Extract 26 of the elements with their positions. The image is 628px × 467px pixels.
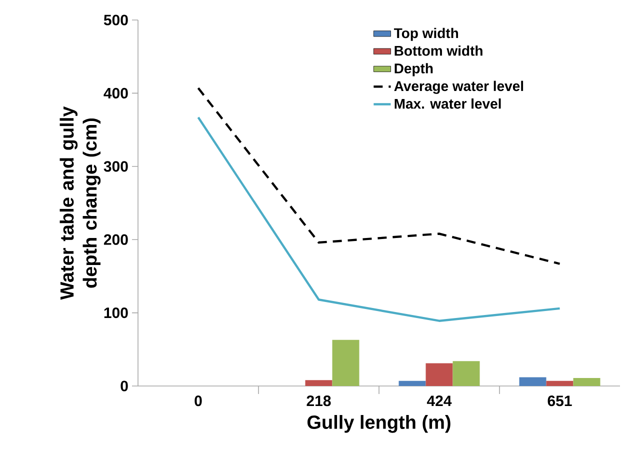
y-tick-label: 400 (104, 88, 128, 99)
bar (519, 377, 546, 386)
bar (546, 380, 574, 386)
bar (398, 380, 426, 386)
legend-label: Bottom width (394, 46, 482, 56)
y-tick-label: 200 (104, 234, 128, 245)
x-tick-label: 424 (426, 396, 452, 406)
x-tick-label: 218 (306, 396, 331, 406)
bar (332, 340, 360, 386)
x-tick-label: 0 (194, 396, 202, 406)
x-tick-label: 651 (548, 396, 572, 406)
y-axis-title: Water table and gully depth change (cm) (60, 106, 101, 300)
x-axis-title: Gully length (m) (307, 415, 450, 433)
bar (452, 361, 480, 386)
y-tick-label: 300 (104, 161, 128, 172)
legend-label: Top width (394, 28, 458, 41)
legend-label: Depth (394, 63, 433, 76)
bar (426, 363, 453, 386)
y-tick-label: 500 (104, 14, 128, 26)
legend-label: Average water level (394, 80, 524, 94)
line-series (197, 116, 561, 322)
y-tick-label: 0 (120, 380, 128, 392)
legend-label: Max. water level (394, 98, 501, 109)
bar (305, 380, 332, 386)
y-tick-label: 100 (104, 307, 128, 318)
bar (573, 378, 600, 386)
